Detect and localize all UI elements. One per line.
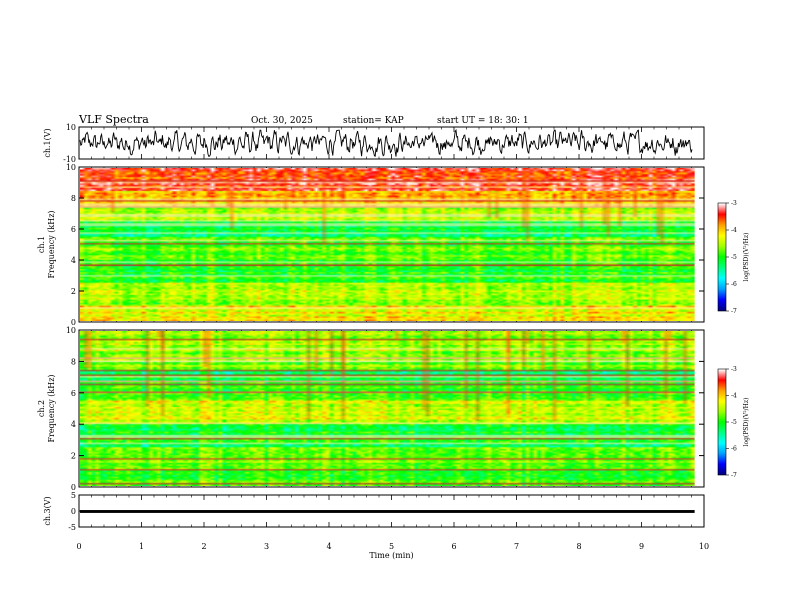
ch1-spectrogram-image: [80, 168, 695, 321]
ch3-ytick-label: 5: [71, 491, 76, 500]
ch2-spectrogram-panel: 0 2 4 6 8 10 ch.2 Frequency (kHz): [37, 326, 705, 492]
ch1-ytick-label: 10: [66, 123, 76, 132]
ch1-spectrogram-ytick-label: 4: [71, 256, 76, 265]
time-tick-label: 6: [451, 542, 456, 551]
time-axis-label: Time (min): [369, 551, 413, 560]
figure-title: VLF Spectra: [78, 113, 149, 126]
ch2-spectrogram-colorbar-tick-label: -5: [731, 419, 737, 426]
time-tick-label: 7: [514, 542, 519, 551]
ch1-spectrogram-colorbar-tick-label: -7: [731, 308, 737, 315]
ch2-spectrogram-ylabel: Frequency (kHz): [47, 374, 56, 442]
ch3-ytick-label: 0: [71, 507, 76, 516]
ch2-spectrogram-colorbar-tick-label: -7: [731, 472, 737, 479]
time-tick-label: 9: [639, 542, 644, 551]
time-tick-label: 1: [139, 542, 144, 551]
time-tick-label: 10: [699, 542, 709, 551]
ch2-spectrogram-image: [80, 331, 695, 486]
ch1-spectrogram-ytick-label: 0: [71, 318, 76, 327]
ch3-ylabel: ch.3(V): [43, 496, 52, 525]
ch2-spectrogram-colorbar-label: log(PSD)(V²/Hz): [743, 398, 750, 447]
ch2-spectrogram-colorbar-tick-label: -4: [731, 393, 737, 400]
ch2-spectrogram-ytick-label: 6: [71, 389, 76, 398]
ch1-spectrogram-ytick-label: 6: [71, 225, 76, 234]
ch1-waveform-line: [79, 128, 693, 157]
ch2-colorbar: -3 -4 -5 -6 -7 log(PSD)(V²/Hz): [717, 366, 750, 479]
ch1-ylabel: ch.1(V): [43, 128, 52, 157]
ch1-spectrogram-ylabel: ch.1: [37, 236, 46, 253]
ch1-spectrogram-colorbar-tick-label: -5: [731, 254, 737, 261]
ch1-spectrogram-ylabel: Frequency (kHz): [47, 210, 56, 278]
ch1-spectrogram-ytick-label: 8: [71, 194, 76, 203]
time-tick-label: 4: [326, 542, 331, 551]
ch3-signal-band: [80, 510, 695, 513]
time-tick-label: 5: [389, 542, 394, 551]
time-axis: 0 1 2 3 4 5 6 7 8 9 10 Time (min): [76, 542, 709, 560]
time-tick-label: 0: [76, 542, 81, 551]
ch1-spectrogram-colorbar-label: log(PSD)(V²/Hz): [743, 233, 750, 282]
ch2-spectrogram-ytick-label: 8: [71, 357, 76, 366]
ch1-waveform-panel: 10 -10 ch.1(V): [43, 123, 705, 164]
ch1-colorbar: -3 -4 -5 -6 -7 log(PSD)(V²/Hz): [717, 200, 750, 315]
ch2-spectrogram-ytick-label: 10: [66, 326, 76, 335]
ch1-spectrogram-ytick-label: 10: [66, 163, 76, 172]
station-label: station= KAP: [343, 116, 404, 126]
date-label: Oct. 30, 2025: [251, 116, 313, 126]
ch1-spectrogram-colorbar-tick-label: -3: [731, 200, 737, 207]
time-tick-label: 3: [264, 542, 269, 551]
ch1-spectrogram-panel: 0 2 4 6 8 10 ch.1 Frequency (kHz): [37, 163, 705, 327]
ch2-spectrogram-ytick-label: 0: [71, 483, 76, 492]
ch2-spectrogram-colorbar-gradient: [718, 369, 726, 475]
ch2-spectrogram-colorbar-tick-label: -6: [731, 446, 737, 453]
ch1-spectrogram-colorbar-tick-label: -6: [731, 281, 737, 288]
time-tick-label: 2: [201, 542, 206, 551]
time-tick-label: 8: [576, 542, 581, 551]
ch1-spectrogram-colorbar-gradient: [718, 203, 726, 311]
ch3-signal-panel: 5 0 -5 ch.3(V): [43, 491, 705, 532]
ch3-ytick-label: -5: [68, 523, 76, 532]
ch1-spectrogram-ytick-label: 2: [71, 287, 76, 296]
start-time-label: start UT = 18: 30: 1: [437, 116, 529, 126]
ch2-spectrogram-ytick-label: 2: [71, 452, 76, 461]
ch2-spectrogram-colorbar-tick-label: -3: [731, 366, 737, 373]
ch1-spectrogram-colorbar-tick-label: -4: [731, 227, 737, 234]
ch2-spectrogram-ylabel: ch.2: [37, 400, 46, 417]
ch2-spectrogram-ytick-label: 4: [71, 420, 76, 429]
ch1-ytick-label: -10: [63, 155, 76, 164]
